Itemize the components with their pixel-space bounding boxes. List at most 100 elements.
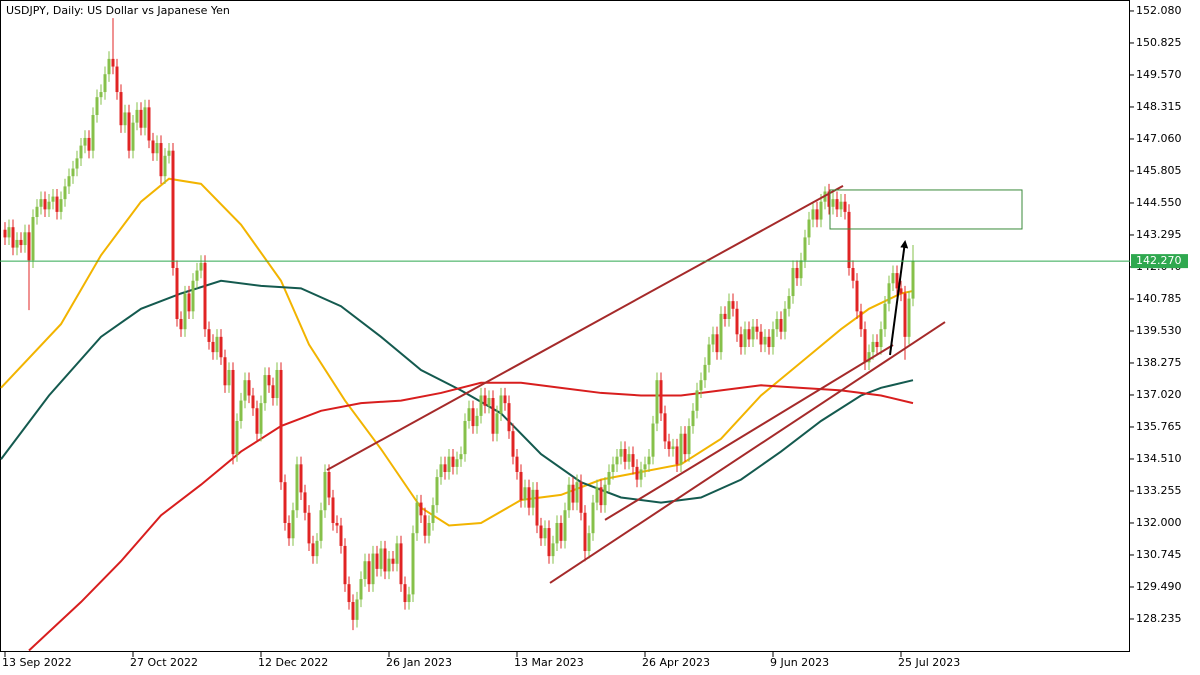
candle-body <box>263 375 267 404</box>
candle-body <box>75 158 79 169</box>
candle-body <box>631 454 635 467</box>
y-tick-label: 144.550 <box>1136 196 1182 209</box>
candle-body <box>95 97 99 115</box>
candle-body <box>283 482 287 523</box>
x-tick-label: 9 Jun 2023 <box>770 656 829 669</box>
candle-body <box>487 398 491 406</box>
candle-body <box>167 150 171 156</box>
candle-body <box>155 143 159 154</box>
candle-body <box>563 510 567 541</box>
candle-body <box>351 602 355 620</box>
candle-body <box>299 464 303 493</box>
candle-body <box>179 318 183 330</box>
y-tick-label: 149.570 <box>1136 68 1182 81</box>
candle-body <box>703 364 707 381</box>
candle-body <box>579 482 583 513</box>
candle-body <box>415 502 419 534</box>
y-tick-label: 137.020 <box>1136 388 1182 401</box>
x-tick-label: 26 Jan 2023 <box>386 656 452 669</box>
candle-body <box>199 262 203 271</box>
candle-body <box>831 199 835 207</box>
candle-body <box>647 456 651 465</box>
candle-body <box>603 484 607 506</box>
candle-body <box>183 293 187 330</box>
candle-body <box>475 415 479 427</box>
candle-body <box>207 329 211 342</box>
candle-body <box>503 395 507 404</box>
candle-body <box>23 232 27 246</box>
candle-body <box>767 336 771 348</box>
candle-body <box>607 471 611 485</box>
candle-body <box>895 273 899 289</box>
candle-body <box>239 400 243 421</box>
candle-body <box>675 446 679 465</box>
candle-body <box>611 464 615 472</box>
candle-body <box>163 155 167 177</box>
candle-body <box>323 471 327 511</box>
candle-body <box>143 107 147 128</box>
candle-body <box>107 58 111 75</box>
plot-area <box>0 18 1023 652</box>
candle-body <box>171 150 175 268</box>
candle-body <box>271 385 275 399</box>
candle-body <box>343 545 347 585</box>
y-tick-label: 134.510 <box>1136 452 1182 465</box>
candle-body <box>707 344 711 365</box>
candle-body <box>71 168 75 177</box>
candle-body <box>295 464 299 511</box>
candle-body <box>543 528 547 539</box>
candle-body <box>15 239 19 248</box>
candle-body <box>751 326 755 340</box>
candle-body <box>103 74 107 93</box>
candle-body <box>47 201 51 210</box>
candle-body <box>679 433 683 465</box>
candle-body <box>423 515 427 536</box>
candle-body <box>451 456 455 467</box>
candle-body <box>119 92 123 126</box>
candle-body <box>55 196 59 212</box>
candle-body <box>3 229 7 238</box>
last-price-label: 142.270 <box>1136 254 1182 267</box>
candle-body <box>411 533 415 595</box>
candle-body <box>803 237 807 261</box>
candle-body <box>591 502 595 534</box>
chart-title: USDJPY, Daily: US Dollar vs Japanese Yen <box>6 4 230 17</box>
candle-body <box>635 466 639 480</box>
candle-body <box>571 484 575 503</box>
candle-body <box>743 329 747 348</box>
candle-body <box>731 301 735 309</box>
candle-body <box>371 553 375 585</box>
candle-body <box>495 413 499 434</box>
candle-body <box>627 454 631 462</box>
candle-body <box>175 267 179 319</box>
candle-body <box>159 143 163 177</box>
candle-body <box>527 487 531 508</box>
candle-body <box>747 329 751 340</box>
candle-body <box>311 543 315 557</box>
candle-body <box>331 497 335 523</box>
candle-body <box>855 280 859 312</box>
y-tick-label: 132.000 <box>1136 516 1182 529</box>
candle-body <box>891 273 895 284</box>
candle-body <box>827 191 831 207</box>
candle-body <box>43 199 47 210</box>
candle-body <box>375 553 379 569</box>
candle-body <box>595 487 599 503</box>
y-tick-label: 130.745 <box>1136 548 1182 561</box>
candle-body <box>535 489 539 526</box>
candle-body <box>511 431 515 457</box>
candle-body <box>79 145 83 159</box>
candle-body <box>739 334 743 348</box>
candle-body <box>435 477 439 506</box>
candle-body <box>515 456 519 472</box>
candle-body <box>243 380 247 401</box>
y-tick-label: 148.315 <box>1136 100 1182 113</box>
candle-body <box>83 137 87 146</box>
candle-body <box>383 548 387 572</box>
candle-body <box>839 201 843 210</box>
candle-body <box>483 395 487 406</box>
candle-body <box>51 196 55 202</box>
candle-body <box>87 137 91 151</box>
candle-body <box>815 209 819 220</box>
candle-body <box>711 334 715 345</box>
